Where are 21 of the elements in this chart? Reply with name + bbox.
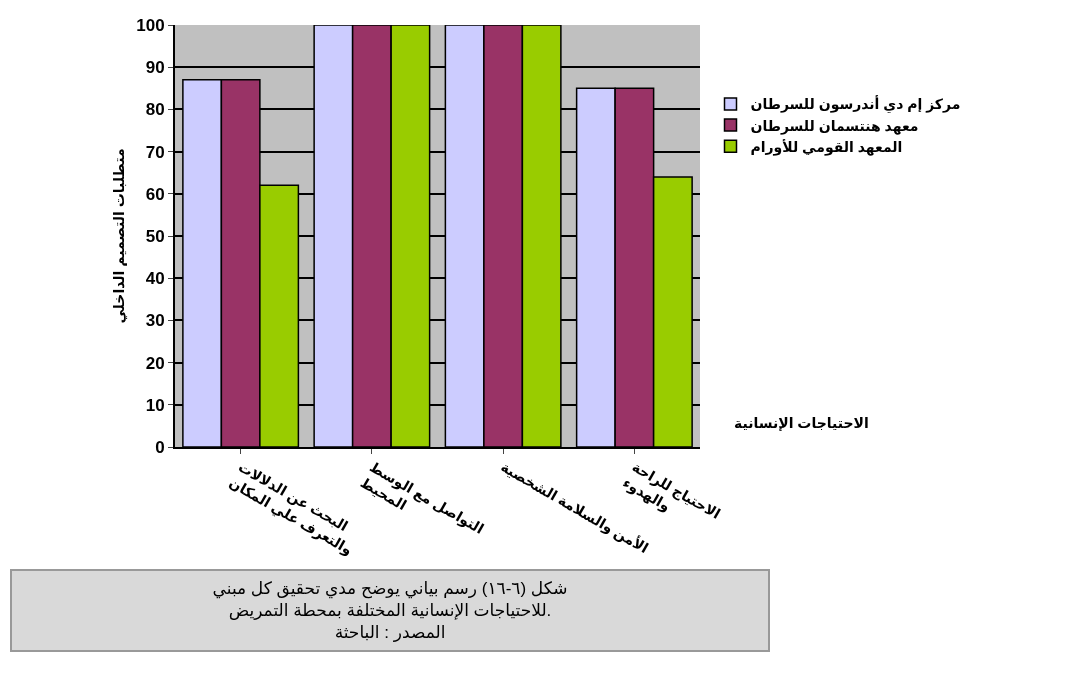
y-tick-label: 0 <box>155 437 165 457</box>
legend-label: مركز إم دي أندرسون للسرطان <box>750 95 961 115</box>
y-tick-label: 40 <box>145 269 165 289</box>
legend-label: معهد هنتسمان للسرطان <box>750 117 919 135</box>
y-axis-title: متطلبات التصميم الداخلي <box>111 148 129 324</box>
y-tick-label: 70 <box>145 142 165 162</box>
y-tick-label: 20 <box>145 353 165 373</box>
y-tick-label: 50 <box>145 226 165 246</box>
legend-label: المعهد القومي للأورام <box>750 138 903 156</box>
text: شكل (٦-١٦) رسم بياني يوضح مدي تحقيق كل مبني للاحتياجات الإنسانية المختلفة بمحطة التمريض. <box>212 579 568 621</box>
x-axis-title: الاحتياجات الإنسانية <box>734 415 869 432</box>
text: المصدر : الباحثة <box>334 623 446 643</box>
y-tick-label: 30 <box>145 311 165 331</box>
x-tick-label: الاحتياج للراحة والهدوء <box>619 458 724 523</box>
y-tick-label: 10 <box>145 395 165 415</box>
y-tick-label: 100 <box>136 15 165 35</box>
y-tick-label: 90 <box>145 58 165 78</box>
x-tick-label: البحث عن الدلالات والتعرف علي المكان <box>226 458 356 559</box>
y-tick-label: 80 <box>145 100 165 120</box>
x-tick-label: التواصل مع الوسط المحيط <box>357 458 487 538</box>
y-tick-label: 60 <box>145 184 165 204</box>
